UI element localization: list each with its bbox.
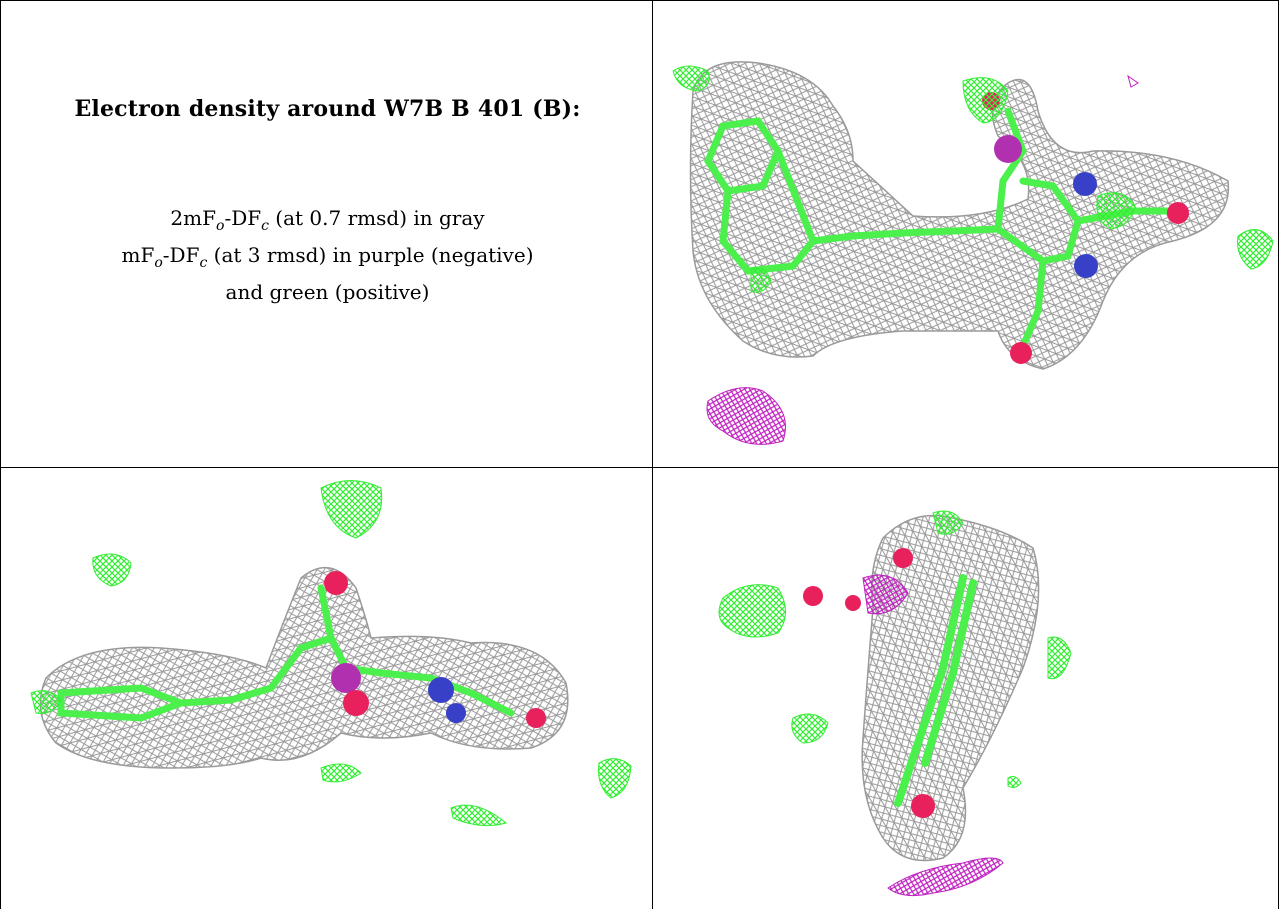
legend-line-3: and green (positive)	[225, 280, 430, 304]
density-view-1-image	[672, 61, 1274, 445]
border-center	[652, 0, 653, 909]
density-view-3-image	[718, 510, 1072, 897]
border-middle	[0, 467, 1279, 468]
border-left	[0, 0, 1, 909]
legend-line-1: 2mFo-DFc (at 0.7 rmsd) in gray	[170, 206, 485, 234]
density-view-2	[1, 468, 652, 909]
legend-line-2: mFo-DFc (at 3 rmsd) in purple (negative)	[121, 243, 534, 271]
density-view-3	[653, 468, 1278, 909]
figure-legend: 2mFo-DFc (at 0.7 rmsd) in gray mFo-DFc (…	[1, 204, 652, 307]
density-view-2-image	[30, 480, 632, 827]
figure-title: Electron density around W7B B 401 (B):	[74, 96, 581, 122]
density-view-1	[653, 1, 1278, 467]
border-top	[0, 0, 1279, 1]
caption-cell: Electron density around W7B B 401 (B): 2…	[1, 1, 652, 467]
